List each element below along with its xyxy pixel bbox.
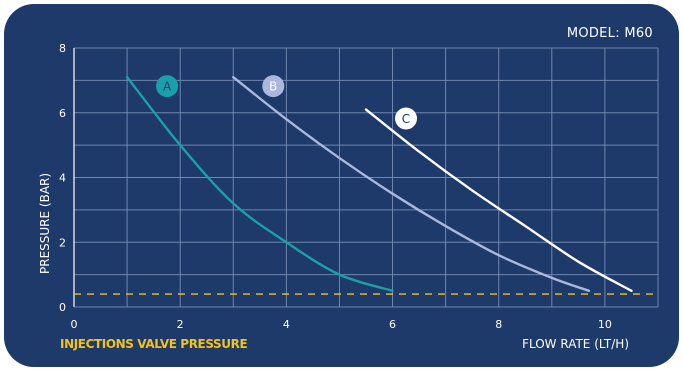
reference-line-label: INJECTIONS VALVE PRESSURE: [60, 337, 248, 351]
series-badge-b: [262, 75, 285, 98]
y-tick-label: 6: [59, 107, 66, 120]
y-tick-label: 0: [59, 301, 66, 314]
x-tick-label: 4: [283, 318, 290, 331]
y-tick-label: 8: [59, 42, 66, 55]
y-axis-label: PRESSURE (BAR): [38, 172, 52, 274]
x-tick-label: 6: [389, 318, 396, 331]
chart-panel: 0 2 4 6 8 0 2 4 6 8 10 A B C MODEL: M60 PRESSURE (BAR…: [4, 4, 679, 367]
series-line-a: [125, 75, 394, 293]
x-tick-label: 0: [71, 318, 78, 331]
series-badge-label: A: [163, 80, 172, 94]
series-line-b: [232, 75, 591, 293]
model-label: MODEL: M60: [566, 26, 653, 41]
series-badge-label: C: [402, 112, 410, 126]
series-badge-label: B: [269, 80, 277, 94]
y-tick-label: 4: [59, 172, 66, 185]
y-tick-label: 2: [59, 236, 66, 249]
chart-plot: 0 2 4 6 8 0 2 4 6 8 10 A B C: [59, 42, 659, 331]
x-tick-label: 8: [495, 318, 502, 331]
x-tick-label: 2: [177, 318, 184, 331]
x-axis-label: FLOW RATE (LT/H): [522, 337, 629, 351]
series-badge-c: [395, 107, 417, 130]
series-badge-a: [156, 75, 179, 98]
series-line-c: [364, 108, 633, 293]
x-tick-label: 10: [598, 318, 612, 331]
